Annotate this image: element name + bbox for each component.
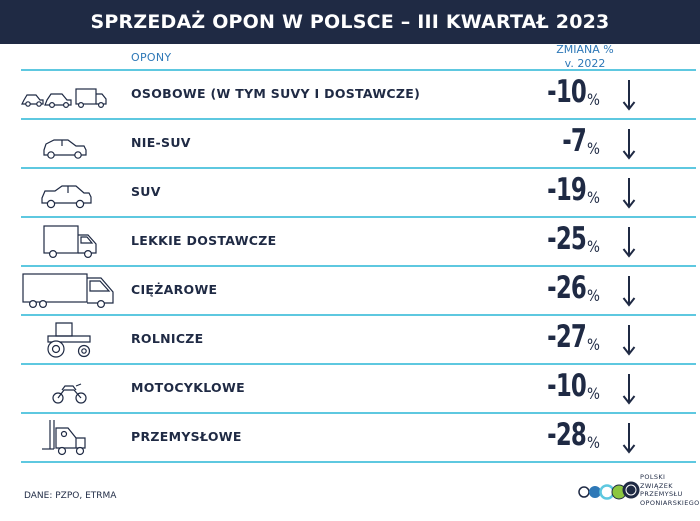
row-separator (21, 216, 696, 218)
column-header-change-line1: ZMIANA % (556, 43, 614, 56)
row-separator (21, 167, 696, 169)
logo-circle-5 (622, 481, 640, 499)
percent-sign: % (587, 139, 600, 158)
category-label: CIĘŻAROWE (131, 282, 218, 297)
percent-sign: % (587, 188, 600, 207)
category-label: ROLNICZE (131, 331, 204, 346)
percent-sign: % (587, 286, 600, 305)
tractor-icon (47, 322, 91, 358)
down-arrow-icon (622, 79, 636, 111)
change-value: -19 (547, 172, 587, 208)
category-label: SUV (131, 184, 161, 199)
category-label: LEKKIE DOSTAWCZE (131, 233, 277, 248)
data-source: DANE: PZPO, ETRMA (24, 491, 117, 501)
category-label: NIE-SUV (131, 135, 191, 150)
down-arrow-icon (622, 226, 636, 258)
logo-circle-1 (578, 486, 590, 498)
category-label: PRZEMYSŁOWE (131, 429, 242, 444)
percent-sign: % (587, 237, 600, 256)
change-value: -10 (547, 368, 587, 404)
logo-line-4: OPONIARSKIEGO (640, 498, 700, 507)
forklift-icon (42, 420, 86, 456)
table-row: LEKKIE DOSTAWCZE -25% (0, 217, 700, 266)
category-label: OSOBOWE (W TYM SUVY I DOSTAWCZE) (131, 86, 421, 101)
row-separator (21, 118, 696, 120)
column-header-change-line2: v. 2022 (564, 57, 606, 70)
change-value: -10 (547, 74, 587, 110)
logo-line-3: PRZEMYSŁU (640, 490, 683, 498)
table-row: CIĘŻAROWE -26% (0, 266, 700, 315)
column-header-category: OPONY (131, 51, 172, 64)
table-row: OSOBOWE (W TYM SUVY I DOSTAWCZE) -10% (0, 70, 700, 119)
page-title: SPRZEDAŻ OPON W POLSCE – III KWARTAŁ 202… (0, 0, 700, 44)
percent-sign: % (587, 90, 600, 109)
motorcycle-icon (52, 383, 87, 404)
category-label: MOTOCYKLOWE (131, 380, 245, 395)
table-row: PRZEMYSŁOWE -28% (0, 413, 700, 462)
row-separator (21, 461, 696, 463)
logo-circle-2 (589, 486, 601, 498)
change-value: -26 (547, 270, 587, 306)
logo-line-2: ZWIĄZEK (640, 481, 673, 490)
change-value: -25 (547, 221, 587, 257)
sedan-car-icon (43, 139, 87, 159)
percent-sign: % (587, 384, 600, 403)
change-value: -27 (547, 319, 587, 355)
down-arrow-icon (622, 128, 636, 160)
row-separator (21, 314, 696, 316)
suv-car-icon (41, 185, 92, 209)
row-separator (21, 265, 696, 267)
table-row: MOTOCYKLOWE -10% (0, 364, 700, 413)
percent-sign: % (587, 433, 600, 452)
truck-icon (22, 273, 114, 309)
down-arrow-icon (622, 324, 636, 356)
table-row: NIE-SUV -7% (0, 119, 700, 168)
change-value: -28 (547, 417, 587, 453)
logo-line-1: POLSKI (640, 473, 666, 481)
row-separator (21, 363, 696, 365)
down-arrow-icon (622, 422, 636, 454)
down-arrow-icon (622, 373, 636, 405)
table-row: ROLNICZE -27% (0, 315, 700, 364)
delivery-van-icon (43, 225, 97, 259)
down-arrow-icon (622, 275, 636, 307)
change-value: -7 (562, 123, 587, 159)
down-arrow-icon (622, 177, 636, 209)
percent-sign: % (587, 335, 600, 354)
cars-group-icon (21, 88, 107, 109)
table-row: SUV -19% (0, 168, 700, 217)
row-separator (21, 69, 696, 71)
logo-text: POLSKI ZWIĄZEK PRZEMYSŁU OPONIARSKIEGO (640, 473, 700, 507)
pzpo-logo (578, 481, 640, 500)
column-header-change: ZMIANA % v. 2022 (535, 43, 635, 71)
row-separator (21, 412, 696, 414)
